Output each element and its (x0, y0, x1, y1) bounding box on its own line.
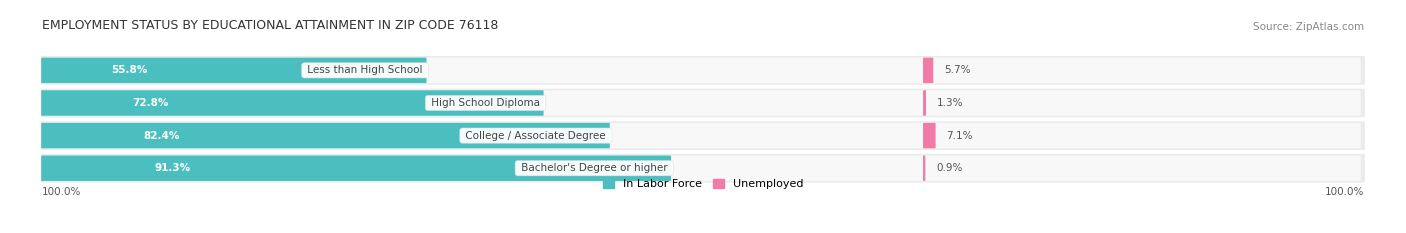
FancyBboxPatch shape (45, 155, 1361, 181)
FancyBboxPatch shape (41, 155, 671, 181)
Text: 100.0%: 100.0% (1324, 187, 1364, 197)
Text: Source: ZipAtlas.com: Source: ZipAtlas.com (1253, 22, 1364, 32)
Text: 7.1%: 7.1% (946, 131, 973, 140)
Text: Less than High School: Less than High School (304, 65, 426, 75)
Text: 55.8%: 55.8% (111, 65, 148, 75)
Text: 100.0%: 100.0% (42, 187, 82, 197)
Text: 91.3%: 91.3% (155, 163, 191, 173)
FancyBboxPatch shape (924, 123, 935, 148)
FancyBboxPatch shape (45, 123, 1361, 148)
FancyBboxPatch shape (924, 90, 927, 116)
FancyBboxPatch shape (45, 58, 1361, 83)
Legend: In Labor Force, Unemployed: In Labor Force, Unemployed (598, 175, 808, 194)
Text: 5.7%: 5.7% (943, 65, 970, 75)
FancyBboxPatch shape (41, 123, 610, 148)
Text: EMPLOYMENT STATUS BY EDUCATIONAL ATTAINMENT IN ZIP CODE 76118: EMPLOYMENT STATUS BY EDUCATIONAL ATTAINM… (42, 19, 498, 32)
FancyBboxPatch shape (924, 155, 925, 181)
FancyBboxPatch shape (924, 58, 934, 83)
Text: High School Diploma: High School Diploma (427, 98, 543, 108)
Text: 82.4%: 82.4% (143, 131, 180, 140)
FancyBboxPatch shape (41, 90, 544, 116)
FancyBboxPatch shape (41, 121, 1365, 150)
FancyBboxPatch shape (41, 58, 426, 83)
FancyBboxPatch shape (41, 154, 1365, 183)
FancyBboxPatch shape (41, 89, 1365, 117)
Text: 1.3%: 1.3% (936, 98, 963, 108)
Text: 0.9%: 0.9% (936, 163, 962, 173)
FancyBboxPatch shape (45, 90, 1361, 116)
Text: College / Associate Degree: College / Associate Degree (463, 131, 609, 140)
Text: Bachelor's Degree or higher: Bachelor's Degree or higher (517, 163, 671, 173)
Text: 72.8%: 72.8% (132, 98, 169, 108)
FancyBboxPatch shape (41, 56, 1365, 85)
